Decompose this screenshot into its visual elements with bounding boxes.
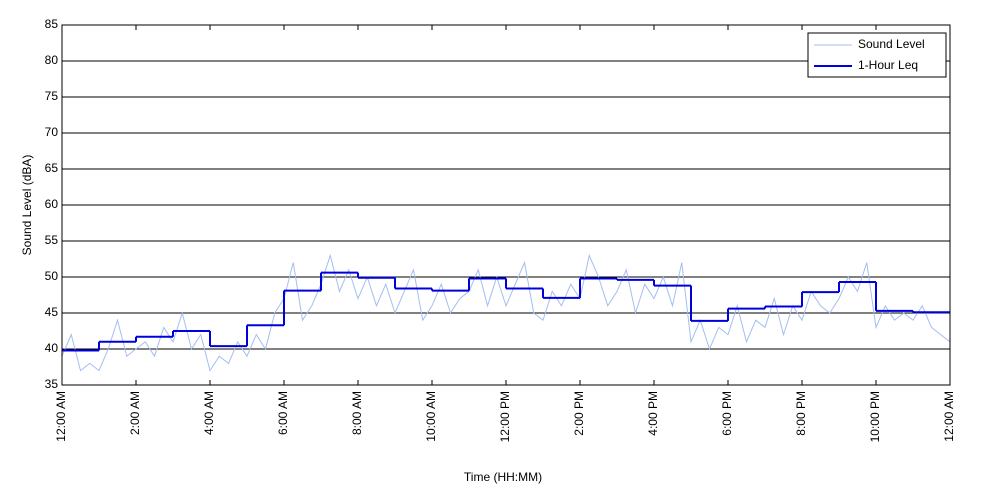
plot-frame bbox=[61, 24, 951, 386]
y-tick-label: 35 bbox=[45, 377, 59, 391]
x-tick-label: 12:00 AM bbox=[942, 391, 956, 442]
x-tick-label: 12:00 PM bbox=[498, 391, 512, 442]
x-tick-label: 4:00 AM bbox=[202, 391, 216, 435]
y-tick-label: 80 bbox=[45, 53, 59, 67]
legend-box bbox=[807, 32, 947, 78]
y-tick-label: 55 bbox=[45, 233, 59, 247]
y-axis-label: Sound Level (dBA) bbox=[20, 155, 34, 256]
y-tick-label: 60 bbox=[45, 197, 59, 211]
x-tick-label: 2:00 AM bbox=[128, 391, 142, 435]
x-tick-label: 10:00 PM bbox=[868, 391, 882, 442]
y-tick-label: 70 bbox=[45, 125, 59, 139]
x-tick-label: 8:00 PM bbox=[794, 391, 808, 436]
legend-label: 1-Hour Leq bbox=[858, 58, 918, 72]
x-tick-label: 10:00 AM bbox=[424, 391, 438, 442]
x-tick-label: 12:00 AM bbox=[54, 391, 68, 442]
y-tick-label: 40 bbox=[45, 341, 59, 355]
y-tick-label: 85 bbox=[45, 17, 59, 31]
legend-label: Sound Level bbox=[858, 37, 925, 51]
y-tick-label: 65 bbox=[45, 161, 59, 175]
y-tick-label: 75 bbox=[45, 89, 59, 103]
x-tick-label: 6:00 PM bbox=[720, 391, 734, 436]
x-axis-label: Time (HH:MM) bbox=[464, 470, 542, 484]
x-tick-label: 4:00 PM bbox=[646, 391, 660, 436]
x-tick-label: 8:00 AM bbox=[350, 391, 364, 435]
y-tick-label: 45 bbox=[45, 305, 59, 319]
x-tick-label: 2:00 PM bbox=[572, 391, 586, 436]
sound-level-line bbox=[61, 253, 951, 372]
x-tick-label: 6:00 AM bbox=[276, 391, 290, 435]
y-tick-label: 50 bbox=[45, 269, 59, 283]
